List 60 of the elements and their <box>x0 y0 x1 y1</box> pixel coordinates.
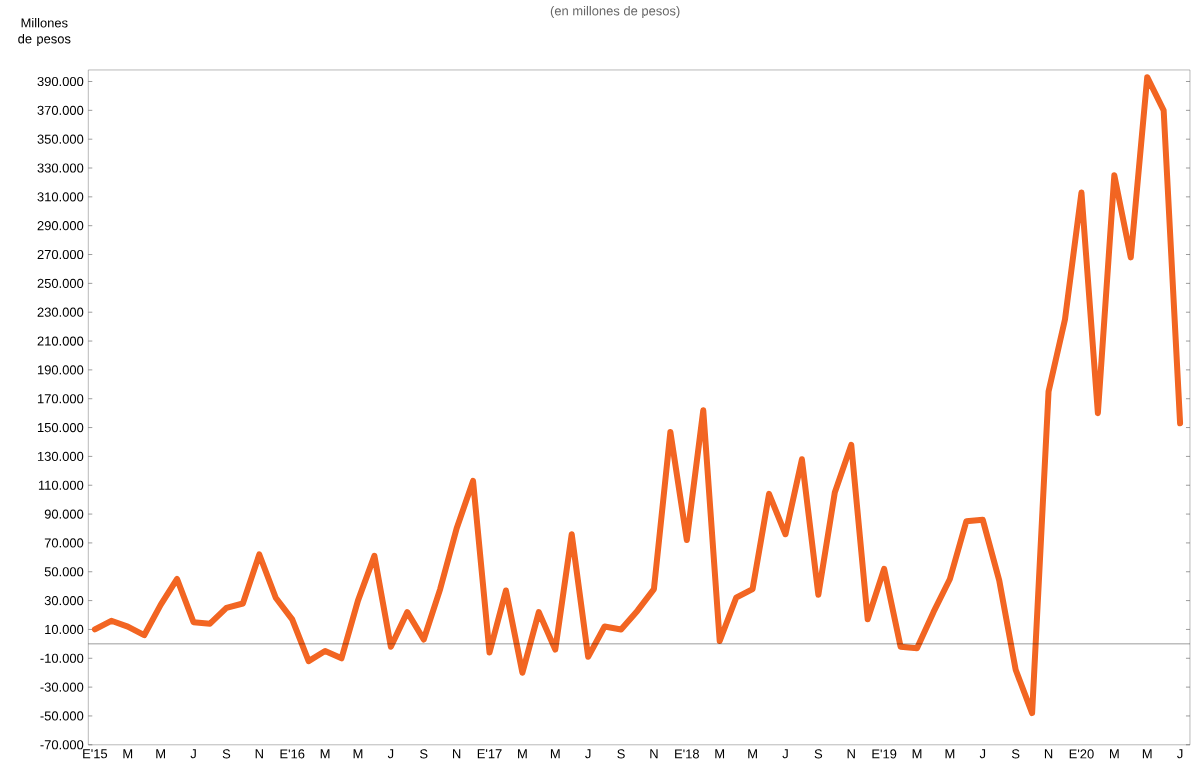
y-tick-label: -70.000 <box>40 740 84 750</box>
y-tick-label: 170.000 <box>37 394 84 404</box>
x-tick-label: M <box>912 749 922 759</box>
x-tick-label: M <box>156 749 165 759</box>
x-tick-label: S <box>814 749 823 759</box>
x-tick-label: J <box>1177 749 1183 759</box>
y-tick-label: 10.000 <box>45 624 84 635</box>
y-tick-label: 250.000 <box>37 278 84 289</box>
chart-subtitle: (en millones de pesos) <box>550 6 680 19</box>
y-tick-label: 330.000 <box>37 163 84 173</box>
x-tick-label: M <box>320 749 330 759</box>
y-tick-label: 290.000 <box>37 221 84 231</box>
x-tick-label: E'17 <box>477 749 502 759</box>
x-tick-label: M <box>123 749 133 759</box>
x-tick-label: M <box>1109 749 1119 759</box>
x-tick-label: E'19 <box>872 749 897 759</box>
y-axis-title: Millones de pesos <box>18 18 71 47</box>
y-tick-label: 350.000 <box>37 134 84 144</box>
x-tick-label: E'20 <box>1069 749 1094 759</box>
x-tick-label: M <box>1142 749 1152 759</box>
y-tick-label: 230.000 <box>37 307 84 317</box>
x-tick-label: J <box>387 749 394 759</box>
x-tick-label: M <box>550 749 560 759</box>
y-tick-label: 390.000 <box>37 77 84 87</box>
y-tick-label: -50.000 <box>40 711 84 721</box>
y-tick-label: 210.000 <box>37 336 84 346</box>
y-tick-label: 30.000 <box>44 596 84 606</box>
y-tick-label: -10.000 <box>40 653 84 663</box>
y-tick-label: 90.000 <box>44 509 84 519</box>
x-tick-label: N <box>847 749 855 759</box>
x-tick-label: S <box>1011 749 1020 759</box>
y-tick-label: -30.000 <box>40 682 84 692</box>
x-tick-label: J <box>190 749 196 759</box>
x-tick-label: N <box>453 749 461 759</box>
y-tick-label: 130.000 <box>37 451 84 462</box>
x-tick-label: M <box>945 749 955 759</box>
x-tick-label: N <box>1044 749 1053 759</box>
x-tick-label: N <box>255 749 263 759</box>
y-tick-label: 310.000 <box>37 192 84 202</box>
x-tick-label: E'16 <box>280 749 305 759</box>
y-tick-label: 50.000 <box>44 567 84 577</box>
y-tick-label: 190.000 <box>37 365 84 375</box>
x-tick-label: M <box>518 749 527 759</box>
x-tick-label: E'18 <box>675 749 700 759</box>
x-tick-label: E'15 <box>83 749 108 759</box>
x-tick-label: S <box>617 749 625 759</box>
x-tick-label: S <box>222 749 231 759</box>
x-tick-label: M <box>353 749 363 759</box>
x-tick-label: J <box>782 749 788 759</box>
y-tick-label: 370.000 <box>37 105 84 116</box>
x-tick-label: M <box>715 749 725 759</box>
x-tick-label: M <box>748 749 757 759</box>
y-tick-label: 150.000 <box>37 423 84 433</box>
y-tick-label: 70.000 <box>44 538 84 548</box>
y-tick-label: 110.000 <box>38 480 84 490</box>
x-tick-label: N <box>650 749 658 759</box>
x-tick-label: J <box>979 749 986 759</box>
x-tick-label: J <box>585 749 591 759</box>
x-tick-label: S <box>420 749 428 759</box>
y-tick-label: 270.000 <box>37 250 84 260</box>
